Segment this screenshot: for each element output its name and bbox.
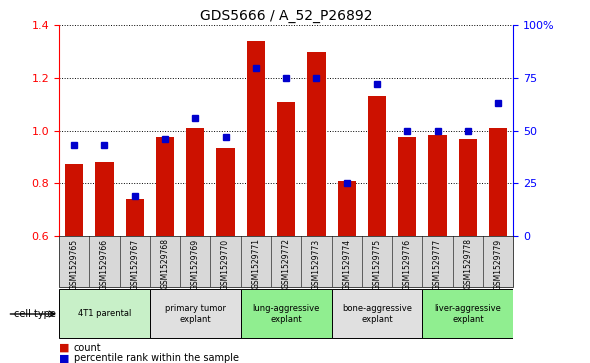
Text: GSM1529775: GSM1529775 [372,238,382,290]
Bar [277,102,295,236]
Bar [422,290,513,338]
Bar [337,181,356,236]
Text: ■: ■ [59,353,73,363]
Title: GDS5666 / A_52_P26892: GDS5666 / A_52_P26892 [200,9,372,23]
Bar [65,164,83,236]
Bar [150,290,241,338]
Bar [489,128,507,236]
Text: GSM1529769: GSM1529769 [191,238,200,290]
Text: GSM1529765: GSM1529765 [70,238,78,290]
Text: percentile rank within the sample: percentile rank within the sample [74,353,239,363]
Bar [307,52,326,236]
Text: GSM1529774: GSM1529774 [342,238,351,290]
Text: GSM1529773: GSM1529773 [312,238,321,290]
Bar [368,97,386,236]
Bar [156,137,174,236]
Bar [332,290,422,338]
Text: GSM1529766: GSM1529766 [100,238,109,290]
Text: lung-aggressive
explant: lung-aggressive explant [253,304,320,324]
Text: ■: ■ [59,343,73,353]
Text: bone-aggressive
explant: bone-aggressive explant [342,304,412,324]
Text: GSM1529768: GSM1529768 [160,238,169,289]
Text: GSM1529776: GSM1529776 [403,238,412,290]
Text: primary tumor
explant: primary tumor explant [165,304,226,324]
Text: GSM1529778: GSM1529778 [463,238,473,289]
Text: count: count [74,343,101,353]
Text: GSM1529767: GSM1529767 [130,238,139,290]
Bar [186,128,204,236]
Bar [459,139,477,236]
Bar [247,41,265,236]
Bar [428,135,447,236]
Bar [241,290,332,338]
Bar [398,137,417,236]
Text: GSM1529771: GSM1529771 [251,238,260,289]
Bar [126,199,144,236]
Bar [217,148,235,236]
Text: liver-aggressive
explant: liver-aggressive explant [434,304,502,324]
Bar [59,290,150,338]
Text: 4T1 parental: 4T1 parental [78,310,131,318]
Text: cell type: cell type [14,309,56,319]
Text: GSM1529779: GSM1529779 [494,238,503,290]
Bar [96,162,113,236]
Text: GSM1529772: GSM1529772 [281,238,291,289]
Text: GSM1529770: GSM1529770 [221,238,230,290]
Text: GSM1529777: GSM1529777 [433,238,442,290]
